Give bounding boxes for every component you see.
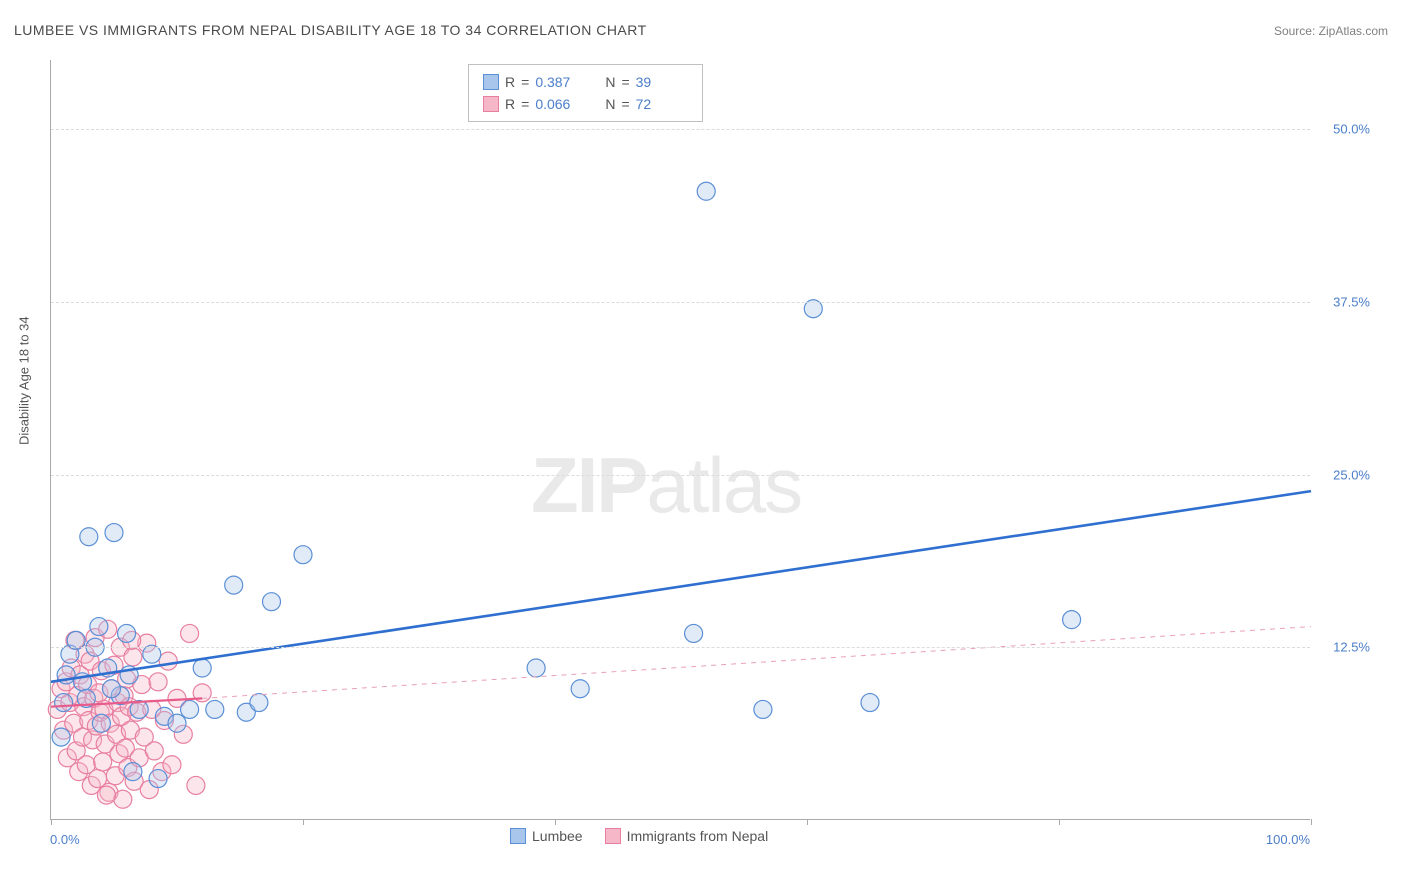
legend-label-lumbee: Lumbee — [532, 828, 583, 844]
data-point — [114, 790, 132, 808]
r-label: R — [505, 74, 515, 90]
data-point — [697, 182, 715, 200]
correlation-row-lumbee: R = 0.387 N = 39 — [483, 71, 688, 93]
x-tick — [51, 819, 52, 825]
x-tick — [555, 819, 556, 825]
series-legend: Lumbee Immigrants from Nepal — [510, 828, 768, 844]
data-point — [159, 652, 177, 670]
data-point — [181, 700, 199, 718]
chart-title: LUMBEE VS IMMIGRANTS FROM NEPAL DISABILI… — [14, 22, 647, 38]
legend-item-nepal: Immigrants from Nepal — [605, 828, 769, 844]
data-point — [102, 680, 120, 698]
data-point — [754, 700, 772, 718]
data-point — [94, 753, 112, 771]
data-point — [263, 593, 281, 611]
swatch-nepal — [605, 828, 621, 844]
data-point — [105, 524, 123, 542]
n-value-lumbee: 39 — [636, 74, 688, 90]
y-tick-label: 25.0% — [1333, 467, 1370, 482]
data-point — [124, 648, 142, 666]
data-point — [250, 694, 268, 712]
data-point — [97, 786, 115, 804]
x-tick — [1311, 819, 1312, 825]
data-point — [187, 776, 205, 794]
equals-sign: = — [521, 74, 529, 90]
y-tick-label: 50.0% — [1333, 122, 1370, 137]
gridline — [51, 302, 1310, 303]
y-axis-label: Disability Age 18 to 34 — [17, 316, 32, 445]
y-tick-label: 12.5% — [1333, 640, 1370, 655]
data-point — [80, 528, 98, 546]
data-point — [1063, 611, 1081, 629]
r-value-lumbee: 0.387 — [535, 74, 587, 90]
trend-line-nepal-dash — [202, 627, 1311, 699]
x-axis-min-label: 0.0% — [50, 832, 80, 847]
x-axis-max-label: 100.0% — [1266, 832, 1310, 847]
n-value-nepal: 72 — [636, 96, 688, 112]
data-point — [527, 659, 545, 677]
r-value-nepal: 0.066 — [535, 96, 587, 112]
gridline — [51, 129, 1310, 130]
data-point — [168, 714, 186, 732]
n-label: N — [605, 96, 615, 112]
swatch-lumbee — [510, 828, 526, 844]
x-tick — [1059, 819, 1060, 825]
source-label: Source: ZipAtlas.com — [1274, 24, 1388, 38]
equals-sign: = — [621, 74, 629, 90]
data-point — [685, 624, 703, 642]
gridline — [51, 647, 1310, 648]
swatch-lumbee — [483, 74, 499, 90]
plot-area: ZIPatlas 12.5%25.0%37.5%50.0% — [50, 60, 1310, 820]
correlation-row-nepal: R = 0.066 N = 72 — [483, 93, 688, 115]
data-point — [163, 756, 181, 774]
data-point — [55, 694, 73, 712]
data-point — [124, 763, 142, 781]
equals-sign: = — [621, 96, 629, 112]
data-point — [52, 728, 70, 746]
chart-container: LUMBEE VS IMMIGRANTS FROM NEPAL DISABILI… — [0, 0, 1406, 892]
plot-svg — [51, 60, 1310, 819]
data-point — [145, 742, 163, 760]
legend-item-lumbee: Lumbee — [510, 828, 583, 844]
legend-label-nepal: Immigrants from Nepal — [627, 828, 769, 844]
data-point — [149, 770, 167, 788]
data-point — [118, 624, 136, 642]
data-point — [861, 694, 879, 712]
x-tick — [303, 819, 304, 825]
correlation-legend: R = 0.387 N = 39 R = 0.066 N = 72 — [468, 64, 703, 122]
data-point — [90, 618, 108, 636]
data-point — [181, 624, 199, 642]
data-point — [92, 714, 110, 732]
data-point — [571, 680, 589, 698]
swatch-nepal — [483, 96, 499, 112]
x-tick — [807, 819, 808, 825]
equals-sign: = — [521, 96, 529, 112]
gridline — [51, 475, 1310, 476]
data-point — [149, 673, 167, 691]
n-label: N — [605, 74, 615, 90]
data-point — [206, 700, 224, 718]
data-point — [225, 576, 243, 594]
y-tick-label: 37.5% — [1333, 294, 1370, 309]
data-point — [193, 659, 211, 677]
data-point — [294, 546, 312, 564]
r-label: R — [505, 96, 515, 112]
